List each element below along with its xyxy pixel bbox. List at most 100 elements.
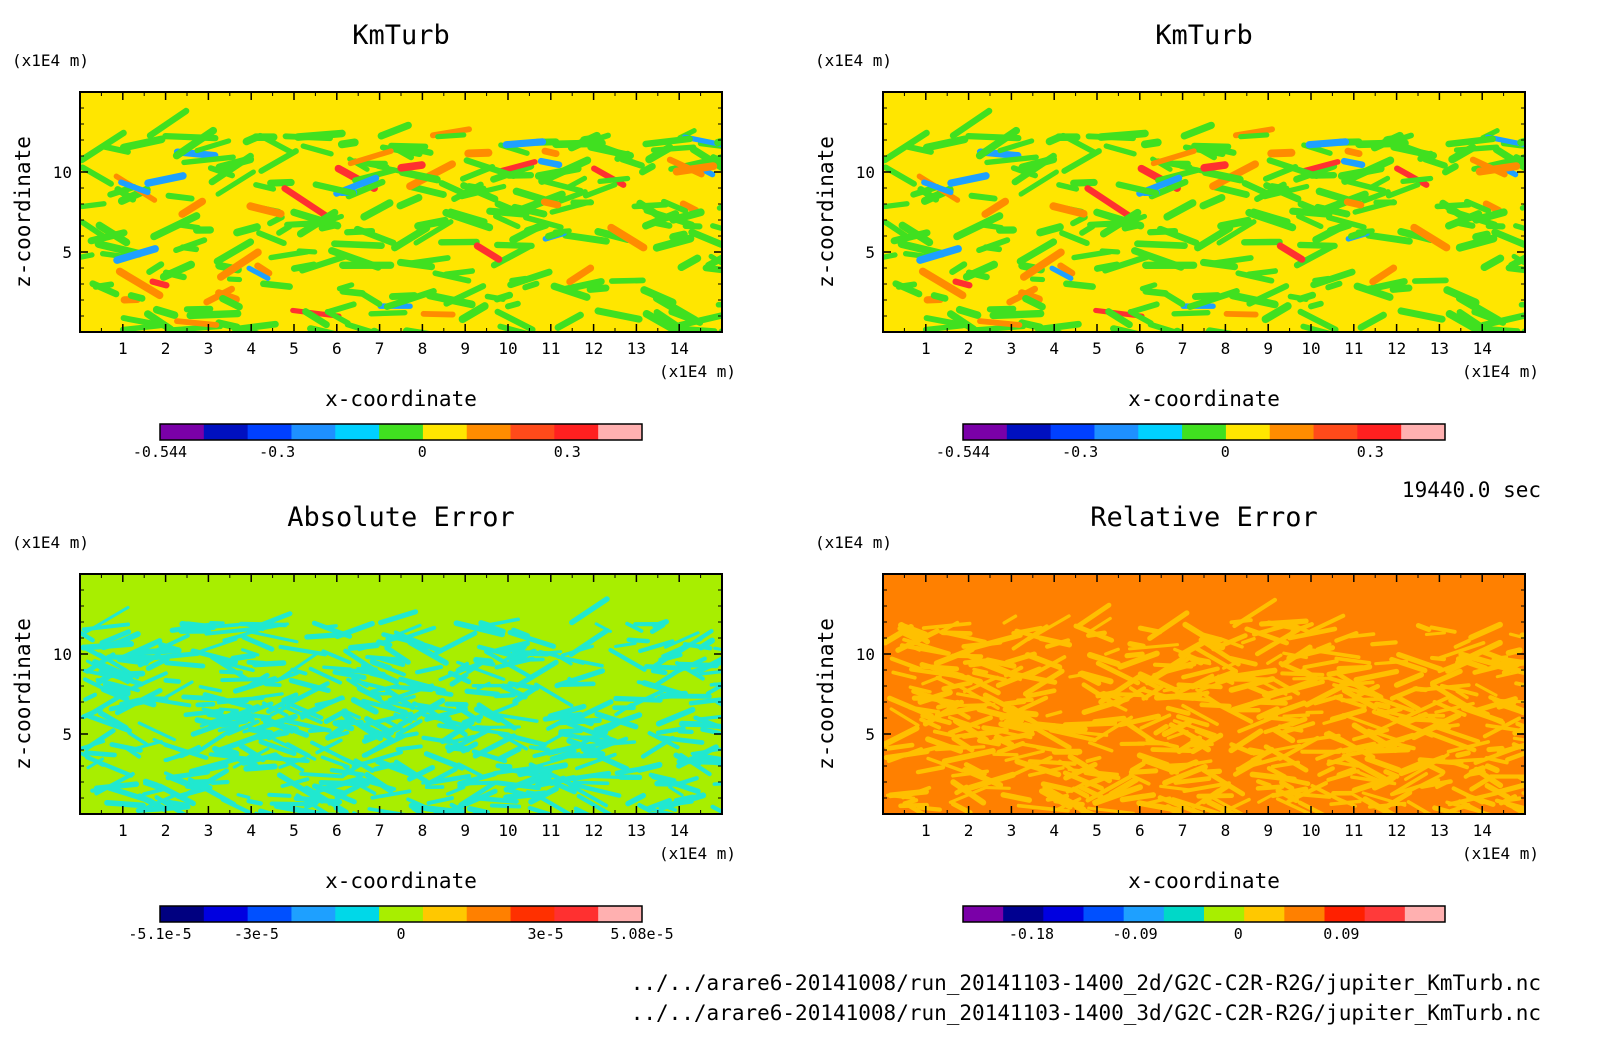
- x-tick-label: 9: [1263, 339, 1273, 358]
- field-streak: [955, 702, 996, 708]
- field-streak: [528, 745, 551, 752]
- field-streak: [1262, 700, 1307, 720]
- field-streak: [1445, 310, 1490, 332]
- field-streak: [241, 648, 260, 657]
- field-streak: [1351, 722, 1399, 753]
- field-streak: [502, 138, 547, 149]
- field-streak: [165, 769, 211, 781]
- field-streak: [144, 172, 187, 187]
- field-streak: [1180, 121, 1215, 140]
- field-streak: [989, 309, 1045, 320]
- x-tick-label: 12: [584, 339, 603, 358]
- field-streak: [254, 811, 261, 814]
- y-tick-label: 10: [856, 163, 875, 182]
- field-streak: [1131, 247, 1185, 271]
- field-streak: [997, 138, 1035, 154]
- field-streak: [569, 596, 610, 626]
- field-streak: [677, 325, 718, 332]
- field-streak: [995, 666, 1043, 688]
- field-streak: [1025, 688, 1057, 699]
- field-streak: [1128, 301, 1160, 315]
- field-streak: [204, 626, 257, 636]
- field-streak: [267, 178, 295, 187]
- field-streak: [1200, 783, 1230, 805]
- field-streak: [217, 659, 255, 673]
- field-streak: [1364, 755, 1402, 773]
- field-streak: [688, 697, 722, 706]
- field-streak: [250, 622, 290, 633]
- field-streak: [1022, 295, 1046, 311]
- field-streak: [1340, 157, 1366, 169]
- field-streak: [1211, 183, 1250, 198]
- field-streak: [649, 622, 666, 634]
- field-streak: [678, 752, 712, 777]
- field-streak: [244, 325, 261, 332]
- field-streak: [1361, 189, 1391, 204]
- field-streak: [594, 711, 639, 730]
- x-unit-label: (x1E4 m): [659, 362, 736, 381]
- field-streak: [1137, 796, 1172, 807]
- field-streak: [693, 715, 722, 731]
- field-streak: [1517, 776, 1525, 783]
- field-streak: [236, 793, 251, 800]
- field-streak: [456, 660, 506, 681]
- field-streak: [353, 758, 375, 774]
- field-streak: [511, 627, 530, 638]
- field-streak: [1216, 219, 1257, 246]
- field-streak: [1514, 681, 1525, 688]
- field-streak: [1266, 653, 1283, 665]
- field-streak: [637, 802, 652, 813]
- field-streak: [1171, 309, 1211, 317]
- field-streak: [1252, 619, 1303, 637]
- field-streak: [87, 229, 128, 245]
- field-streak: [1108, 776, 1140, 798]
- colorbar-segment: [1357, 424, 1402, 440]
- field-streak: [162, 132, 219, 142]
- field-streak: [1162, 764, 1208, 786]
- field-streak: [442, 208, 494, 232]
- y-tick-label: 5: [865, 725, 875, 744]
- field-streak: [1297, 241, 1338, 249]
- colorbar-segment: [1006, 424, 1052, 440]
- field-streak: [1296, 213, 1324, 230]
- field-streak: [669, 230, 688, 241]
- field-streak: [538, 156, 592, 185]
- field-streak: [1262, 164, 1299, 182]
- field-streak: [497, 746, 522, 762]
- field-streak: [1353, 282, 1394, 301]
- field-streak: [718, 328, 722, 332]
- field-streak: [1422, 155, 1448, 169]
- field-streak: [1341, 753, 1388, 782]
- field-streak: [218, 707, 239, 712]
- field-streak: [80, 641, 135, 651]
- field-streak: [1207, 697, 1254, 724]
- field-streak: [226, 719, 260, 736]
- field-streak: [320, 755, 350, 769]
- field-streak: [165, 746, 198, 762]
- field-streak: [1249, 674, 1288, 696]
- field-streak: [1304, 684, 1345, 708]
- field-streak: [233, 223, 261, 237]
- field-streak: [1455, 234, 1498, 252]
- field-streak: [688, 228, 722, 248]
- field-streak: [1519, 632, 1525, 640]
- x-axis-label: x-coordinate: [325, 869, 477, 893]
- field-streak: [1344, 147, 1363, 158]
- field-streak: [1393, 672, 1425, 688]
- field-streak: [232, 747, 270, 769]
- field-streak: [106, 785, 154, 804]
- x-tick-label: 2: [161, 821, 171, 840]
- colorbar-segment: [598, 906, 643, 922]
- field-streak: [280, 777, 310, 788]
- field-streak: [119, 697, 141, 706]
- y-unit-label: (x1E4 m): [12, 51, 89, 70]
- field-streak: [96, 673, 112, 685]
- x-tick-label: 3: [1007, 339, 1017, 358]
- x-tick-label: 12: [1387, 339, 1406, 358]
- panel-3: Absolute Error(x1E4 m)1 2 3 4 5 6 7 8 9 10 11 12 13 1…: [11, 502, 736, 943]
- field-streak: [885, 742, 915, 751]
- field-streak: [709, 682, 722, 687]
- field-streak: [467, 806, 490, 814]
- field-streak: [118, 179, 151, 196]
- field-streak: [652, 234, 695, 252]
